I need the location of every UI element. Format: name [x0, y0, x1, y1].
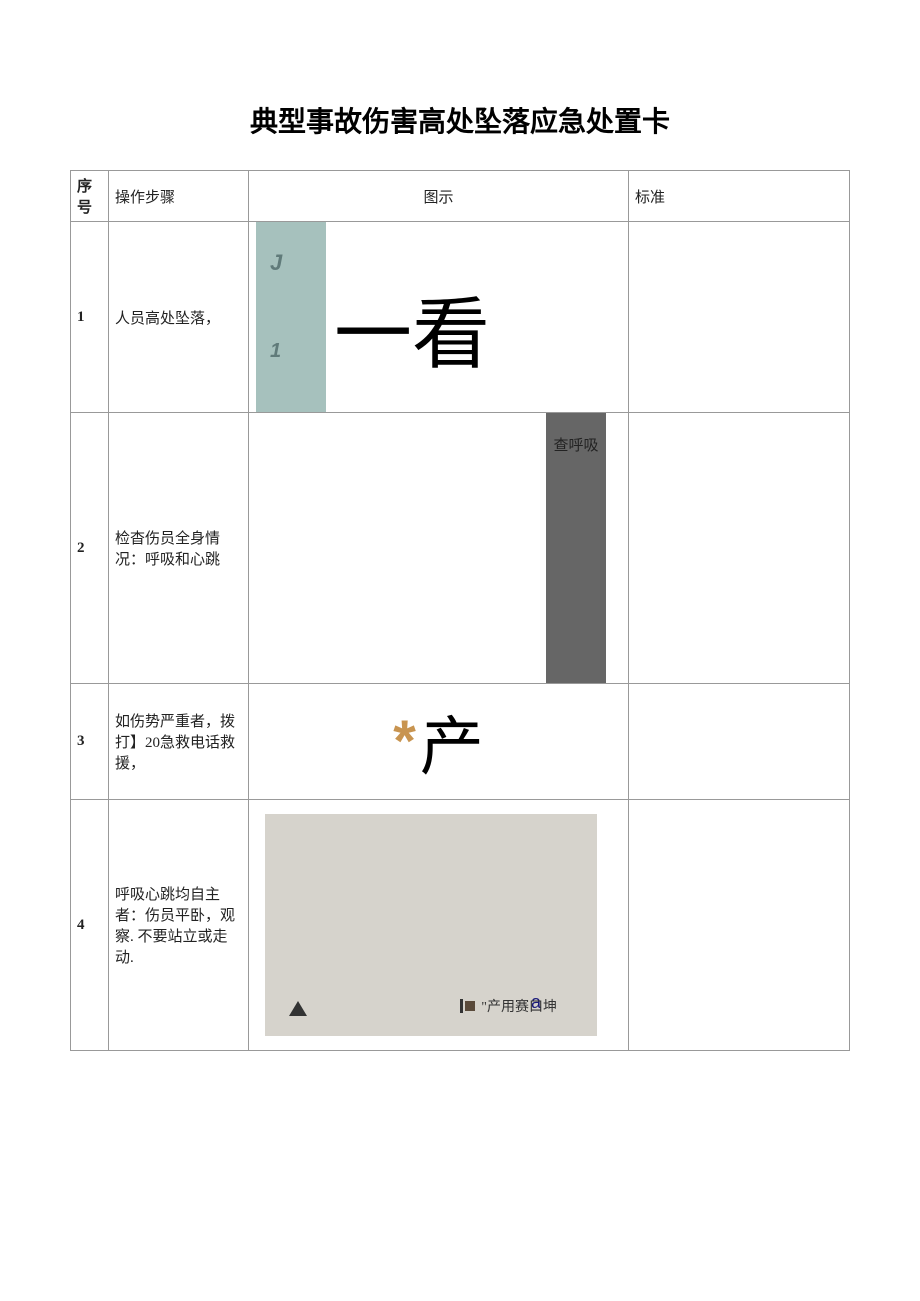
page-title: 典型事故伤害高处坠落应急处置卡 — [70, 100, 850, 140]
header-std: 标准 — [629, 171, 850, 222]
cell-step: 检杳伤员全身情况：呼吸和心跳 — [109, 413, 249, 684]
figure-2-bar-text: 查呼吸 — [546, 437, 606, 455]
table-header-row: 序号 操作步骤 图示 标准 — [71, 171, 850, 222]
cell-num: 3 — [71, 684, 109, 800]
square-icon — [465, 1001, 475, 1011]
cell-step: 呼吸心跳均自主者：伤员平卧，观察. 不要站立或走动. — [109, 800, 249, 1051]
asterisk-icon: * — [393, 708, 416, 775]
cell-std — [629, 222, 850, 413]
cell-std — [629, 800, 850, 1051]
cell-step: 如伤势严重者，拨打】20急救电话救援， — [109, 684, 249, 800]
table-row: 1 人员高处坠落， J 1 一看 — [71, 222, 850, 413]
cell-num: 2 — [71, 413, 109, 684]
header-img: 图示 — [249, 171, 629, 222]
figure-4: a "产用赛口坤 — [249, 800, 628, 1050]
figure-4-caption-text: "产用赛口坤 — [481, 996, 557, 1016]
triangle-icon — [289, 1001, 307, 1016]
bar-icon — [460, 999, 463, 1013]
table-row: 4 呼吸心跳均自主者：伤员平卧，观察. 不要站立或走动. a "产用赛口坤 — [71, 800, 850, 1051]
cell-std — [629, 413, 850, 684]
procedure-table: 序号 操作步骤 图示 标准 1 人员高处坠落， J 1 一看 2 检杳 — [70, 170, 850, 1051]
figure-3: * 产 — [249, 684, 628, 799]
figure-1-label-j: J — [270, 250, 282, 276]
figure-1-label-1: 1 — [270, 340, 281, 363]
figure-2-bar: 查呼吸 — [546, 413, 606, 683]
figure-3-text: 产 — [420, 696, 484, 788]
table-row: 3 如伤势严重者，拨打】20急救电话救援， * 产 — [71, 684, 850, 800]
figure-1-text: 一看 — [334, 272, 490, 384]
cell-std — [629, 684, 850, 800]
table-row: 2 检杳伤员全身情况：呼吸和心跳 查呼吸 — [71, 413, 850, 684]
header-num: 序号 — [71, 171, 109, 222]
cell-figure: 查呼吸 — [249, 413, 629, 684]
cell-num: 1 — [71, 222, 109, 413]
figure-1: J 1 一看 — [249, 222, 628, 412]
figure-2: 查呼吸 — [249, 413, 628, 683]
cell-figure: * 产 — [249, 684, 629, 800]
cell-figure: J 1 一看 — [249, 222, 629, 413]
cell-num: 4 — [71, 800, 109, 1051]
figure-4-caption: "产用赛口坤 — [460, 996, 557, 1016]
figure-1-bar: J 1 — [256, 222, 326, 412]
figure-4-box: a "产用赛口坤 — [265, 814, 597, 1036]
cell-step: 人员高处坠落， — [109, 222, 249, 413]
cell-figure: a "产用赛口坤 — [249, 800, 629, 1051]
header-step: 操作步骤 — [109, 171, 249, 222]
